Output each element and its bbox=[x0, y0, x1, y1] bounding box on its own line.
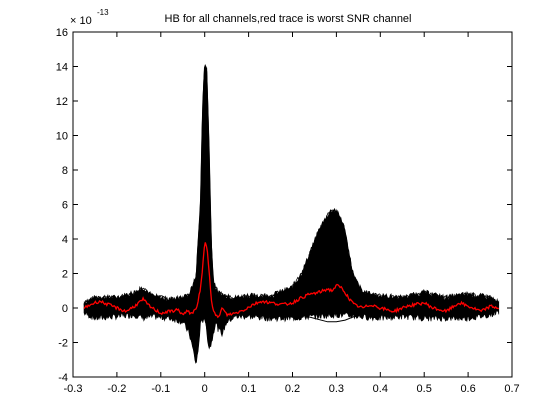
x-tick-label: 0.4 bbox=[373, 383, 388, 395]
x-tick-label: -0.1 bbox=[151, 383, 170, 395]
y-tick-label: 12 bbox=[56, 96, 68, 108]
x-tick-label: 0.6 bbox=[460, 383, 475, 395]
axes: -0.3 -0.2 -0.1 0 0.1 0.2 0.3 0.4 0.5 0.6 0.7 -4 -2 0 2… bbox=[56, 27, 520, 395]
x-tick-label: -0.3 bbox=[64, 383, 83, 395]
y-multiplier: × 10 bbox=[70, 15, 92, 27]
x-tick-label: 0.3 bbox=[329, 383, 344, 395]
y-tick-label: 14 bbox=[56, 62, 68, 74]
y-exponent: -13 bbox=[97, 8, 109, 17]
x-tick-label: 0 bbox=[202, 383, 208, 395]
y-tick-label: 16 bbox=[56, 27, 68, 39]
x-tick-label: 0.1 bbox=[241, 383, 256, 395]
y-tick-label: 8 bbox=[62, 165, 68, 177]
x-tick-label: 0.2 bbox=[285, 383, 300, 395]
y-tick-label: 6 bbox=[62, 200, 68, 212]
plot-area bbox=[83, 64, 500, 364]
x-tick-label: 0.7 bbox=[504, 383, 519, 395]
worst-snr-channel-line bbox=[83, 242, 499, 319]
y-tick-label: 10 bbox=[56, 131, 68, 143]
x-tick-label: 0.5 bbox=[417, 383, 432, 395]
y-tick-label: 0 bbox=[62, 303, 68, 315]
chart-title: HB for all channels,red trace is worst S… bbox=[165, 13, 412, 25]
channel-trace-1 bbox=[83, 64, 500, 306]
y-tick-label: -4 bbox=[58, 372, 68, 384]
channel-trace-4 bbox=[83, 159, 500, 307]
y-tick-label: 2 bbox=[62, 269, 68, 281]
y-tick-label: -2 bbox=[58, 338, 68, 350]
x-tick-label: -0.2 bbox=[107, 383, 126, 395]
y-tick-label: 4 bbox=[62, 234, 68, 246]
